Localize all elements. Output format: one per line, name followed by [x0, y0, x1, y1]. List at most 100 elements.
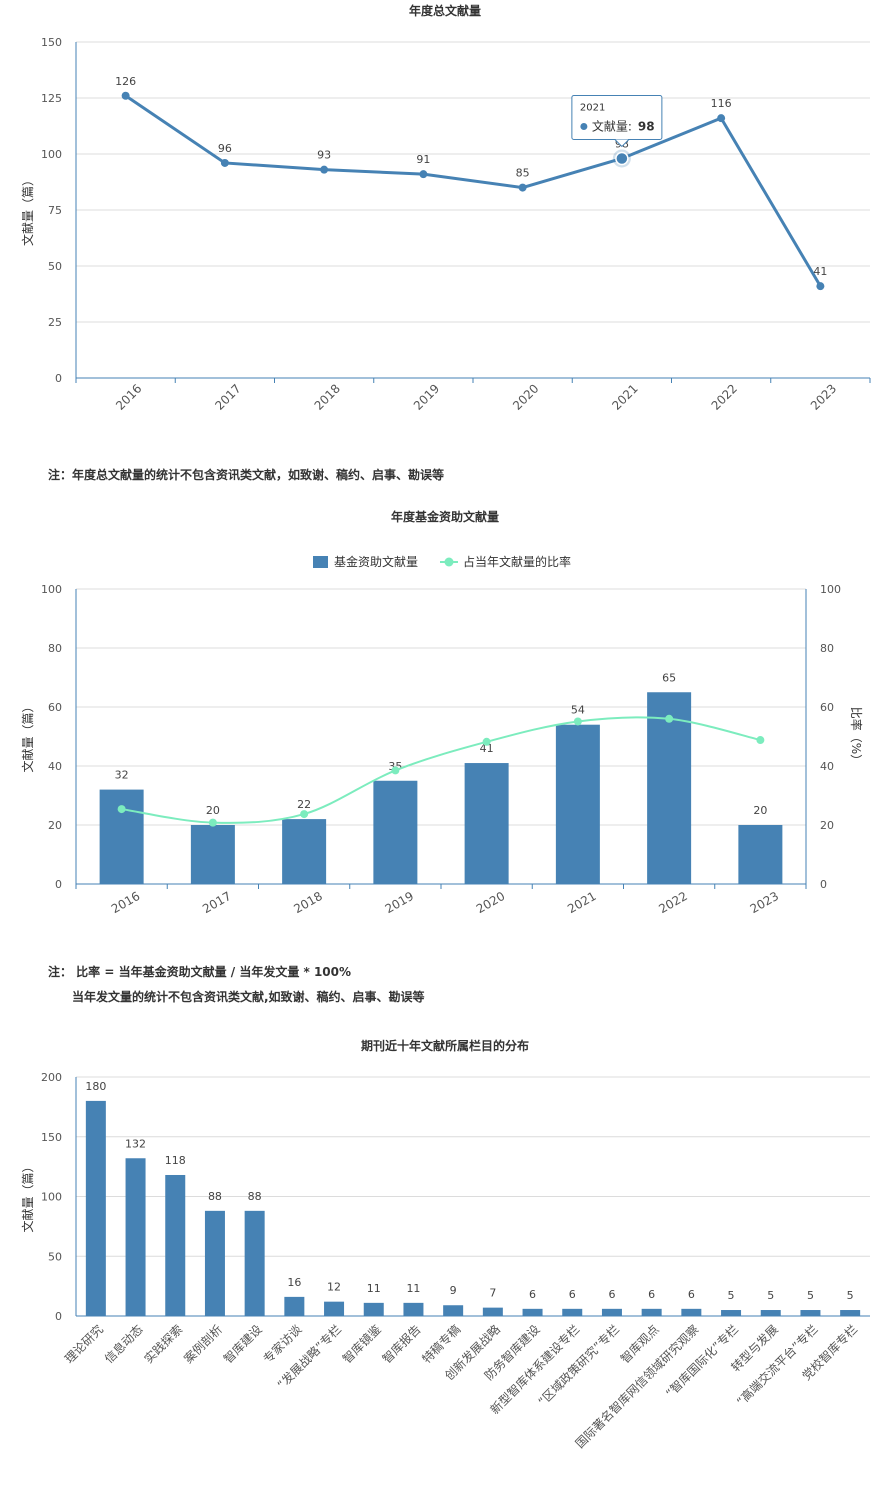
- ratio-point: [482, 737, 491, 746]
- x-tick-label: 2017: [200, 889, 233, 916]
- data-point: [518, 183, 527, 192]
- y2-tick-label: 100: [820, 583, 841, 596]
- bar-label: 132: [125, 1137, 146, 1150]
- bar-label: 6: [648, 1288, 655, 1301]
- note-annual-total: 注：年度总文献量的统计不包含资讯类文献，如致谢、稿约、启事、勘误等: [48, 468, 445, 482]
- data-label: 85: [516, 167, 530, 180]
- x-tick-label: 2020: [474, 889, 507, 916]
- bar: [482, 1307, 503, 1316]
- bar: [99, 789, 144, 884]
- legend-line-label: 占当年文献量的比率: [463, 554, 571, 569]
- legend-line-marker: [444, 557, 454, 567]
- bar-label: 7: [489, 1287, 496, 1300]
- ratio-line: [121, 716, 761, 824]
- data-point: [419, 170, 428, 179]
- tooltip-value: 98: [638, 119, 655, 133]
- x-tick-label: 2023: [748, 889, 781, 916]
- bar-label: 11: [406, 1282, 420, 1295]
- bar: [190, 825, 235, 884]
- x-tick-label: 2022: [656, 889, 689, 916]
- bar: [324, 1301, 345, 1316]
- legend-bar-swatch: [313, 556, 328, 568]
- y-tick-label: 0: [55, 1310, 62, 1323]
- bar-label: 20: [206, 804, 220, 817]
- y-tick-label: 75: [48, 204, 62, 217]
- ratio-point: [756, 736, 765, 745]
- y-axis-title: 文献量（篇）: [20, 174, 35, 246]
- bar-label: 6: [529, 1288, 536, 1301]
- bar: [165, 1174, 186, 1316]
- bar-label: 16: [287, 1276, 301, 1289]
- y-tick-label: 40: [48, 760, 62, 773]
- bar: [522, 1308, 543, 1316]
- bar: [125, 1158, 146, 1316]
- y-tick-label: 0: [55, 372, 62, 385]
- bar: [760, 1310, 781, 1316]
- note-funded-line2: 当年发文量的统计不包含资讯类文献,如致谢、稿约、启事、勘误等: [72, 990, 425, 1004]
- bar-label: 88: [248, 1190, 262, 1203]
- data-label: 96: [218, 142, 232, 155]
- chart-title: 年度基金资助文献量: [391, 509, 499, 524]
- ratio-point: [117, 805, 126, 814]
- data-label: 91: [416, 153, 430, 166]
- ratio-point: [573, 717, 582, 726]
- y2-axis-title: 比率（%）: [849, 707, 864, 766]
- bar: [641, 1308, 662, 1316]
- bar: [721, 1310, 742, 1316]
- y-tick-label: 100: [41, 148, 62, 161]
- note-funded-line1: 注： 比率 = 当年基金资助文献量 / 当年发文量 * 100%: [48, 965, 352, 979]
- bar: [647, 692, 692, 884]
- x-tick-label: 2017: [212, 381, 243, 412]
- y-tick-label: 100: [41, 583, 62, 596]
- y-axis-title: 文献量（篇）: [20, 1160, 35, 1232]
- ratio-point: [665, 714, 674, 723]
- x-tick-label: 智库建设: [220, 1322, 265, 1367]
- y-tick-label: 150: [41, 1131, 62, 1144]
- bar: [681, 1308, 702, 1316]
- x-tick-label: 2021: [565, 889, 598, 916]
- chart-title: 期刊近十年文献所属栏目的分布: [361, 1038, 529, 1053]
- tooltip-marker: [580, 122, 588, 130]
- y-tick-label: 80: [48, 642, 62, 655]
- x-tick-label: 2022: [709, 381, 740, 412]
- bar: [244, 1210, 265, 1316]
- y2-tick-label: 40: [820, 760, 834, 773]
- data-point: [320, 165, 329, 174]
- ratio-point: [300, 810, 309, 819]
- highlight-point: [615, 151, 629, 166]
- y2-tick-label: 0: [820, 878, 827, 891]
- data-point: [717, 114, 726, 123]
- x-tick-label: 2016: [109, 889, 142, 916]
- tooltip-label: 文献量:: [592, 118, 632, 133]
- y-tick-label: 50: [48, 1250, 62, 1263]
- x-tick-label: 2019: [383, 889, 416, 916]
- y-tick-label: 25: [48, 316, 62, 329]
- x-tick-label: 理论研究: [61, 1322, 106, 1367]
- x-tick-label: 2020: [510, 381, 541, 412]
- bar-label: 5: [728, 1289, 735, 1302]
- chart-annual-total: 年度总文献量 0 25 50 75 100 125 150 文献量（篇） 2016 2017 2018…: [20, 3, 871, 413]
- bar: [373, 780, 418, 884]
- y-tick-label: 20: [48, 819, 62, 832]
- tooltip-title: 2021: [580, 102, 605, 113]
- y-tick-label: 50: [48, 260, 62, 273]
- chart-title: 年度总文献量: [409, 3, 481, 18]
- bar-label: 12: [327, 1281, 341, 1294]
- data-point: [816, 282, 825, 291]
- bar: [464, 763, 509, 884]
- bar-label: 54: [571, 704, 585, 717]
- y-axis-title: 文献量（篇）: [20, 700, 35, 772]
- bar: [204, 1210, 225, 1316]
- x-tick-label: 2021: [609, 381, 640, 412]
- data-label: 126: [115, 75, 136, 88]
- y2-tick-label: 20: [820, 819, 834, 832]
- x-tick-label: 2018: [291, 889, 324, 916]
- tooltip-pointer: [614, 139, 630, 148]
- bar-label: 5: [767, 1289, 774, 1302]
- bar-label: 32: [115, 769, 129, 782]
- bar-label: 9: [450, 1284, 457, 1297]
- chart-columns: 期刊近十年文献所属栏目的分布 0 50 100 150 200 文献量（篇） 180 132 11…: [20, 1038, 870, 1451]
- bar-label: 6: [688, 1288, 695, 1301]
